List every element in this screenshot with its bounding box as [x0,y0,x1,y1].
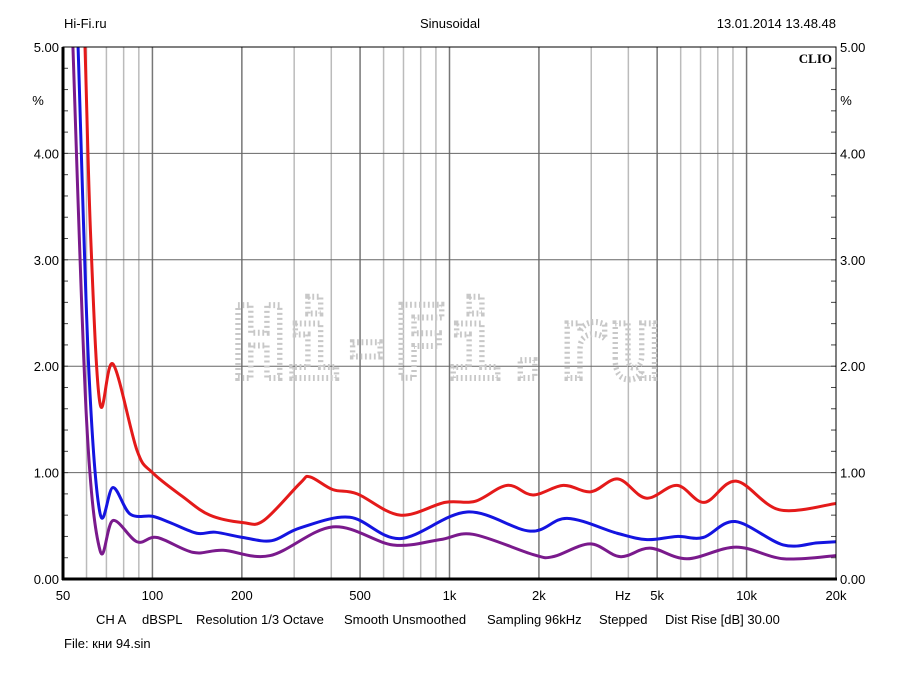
x-tick-label: 200 [231,588,253,603]
series-line-blue [76,47,836,548]
x-tick-label: 2k [532,588,546,603]
clio-brand: CLIO [799,51,832,66]
settings-line: CH A dBSPL Resolution 1/3 Octave Smooth … [96,612,780,627]
y-tick-label-left: 0.00 [34,572,59,587]
setting-smooth: Smooth Unsmoothed [344,612,466,627]
x-tick-label: 10k [736,588,757,603]
x-tick-label: 1k [443,588,457,603]
x-tick-label: 50 [56,588,70,603]
x-tick-label: 5k [650,588,664,603]
series-line-purple [71,47,836,561]
series-line-red [83,47,836,526]
header-timestamp: 13.01.2014 13.48.48 [717,16,836,31]
header-site: Hi-Fi.ru [64,16,107,31]
y-tick-label-left: 1.00 [34,466,59,481]
setting-dist-rise: Dist Rise [dB] 30.00 [665,612,780,627]
y-tick-label-right: 0.00 [840,572,865,587]
y-unit-left: % [32,93,44,108]
y-tick-label-right: 1.00 [840,466,865,481]
y-tick-label-right: 5.00 [840,40,865,55]
y-tick-label-right: 2.00 [840,359,865,374]
setting-stepped: Stepped [599,612,647,627]
x-unit: Hz [615,588,631,603]
y-tick-label-left: 5.00 [34,40,59,55]
series-group [71,47,836,561]
y-tick-label-right: 4.00 [840,146,865,161]
y-tick-label-right: 3.00 [840,253,865,268]
grid [63,47,836,579]
x-tick-label: 20k [826,588,847,603]
y-tick-label-left: 4.00 [34,146,59,161]
setting-resolution: Resolution 1/3 Octave [196,612,324,627]
chart-title: Sinusoidal [420,16,480,31]
file-name: File: кни 94.sin [64,636,151,651]
y-unit-right: % [840,93,852,108]
x-tick-label: 100 [142,588,164,603]
x-tick-label: 500 [349,588,371,603]
setting-channel: CH A [96,612,127,627]
setting-sampling: Sampling 96kHz [487,612,582,627]
watermark: Hi-Fi.ru [232,285,662,402]
y-tick-label-left: 3.00 [34,253,59,268]
y-tick-label-left: 2.00 [34,359,59,374]
setting-units: dBSPL [142,612,182,627]
